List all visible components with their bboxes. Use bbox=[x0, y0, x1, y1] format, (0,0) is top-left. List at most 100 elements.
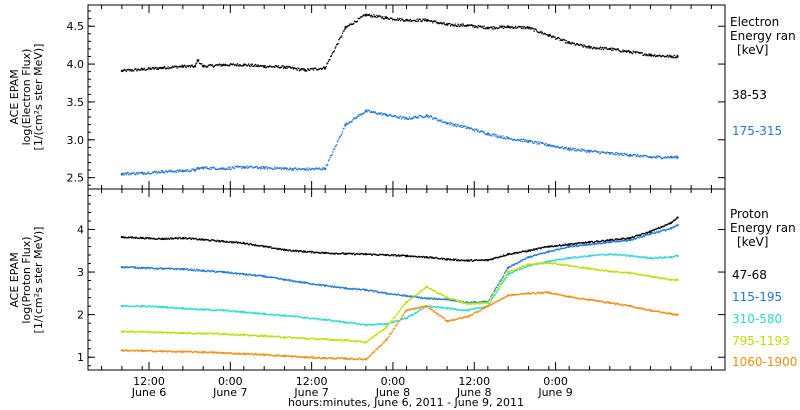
electron-trace-dot bbox=[391, 17, 393, 19]
electron-trace-dot bbox=[298, 168, 300, 170]
proton-trace-dot bbox=[560, 245, 562, 247]
proton-trace-dot bbox=[359, 289, 362, 291]
electron-trace-dot bbox=[455, 125, 458, 128]
proton-trace-dot bbox=[488, 258, 491, 261]
proton-trace-dot bbox=[253, 244, 256, 247]
proton-trace-dot bbox=[473, 301, 476, 303]
electron-trace-dot bbox=[470, 24, 473, 26]
proton-trace-dot bbox=[326, 284, 328, 286]
electron-trace-dot bbox=[471, 128, 473, 130]
electron-trace-dot bbox=[510, 26, 512, 28]
proton-trace-dot bbox=[594, 254, 596, 256]
proton-trace-dot bbox=[423, 256, 425, 258]
proton-trace-dot bbox=[633, 272, 635, 275]
proton-trace-dot bbox=[148, 350, 150, 352]
proton-trace-dot bbox=[178, 307, 180, 309]
electron-trace-dot bbox=[646, 53, 648, 55]
proton-trace-dot bbox=[514, 269, 516, 271]
electron-trace-dot bbox=[653, 54, 655, 57]
proton-trace-dot bbox=[622, 272, 624, 274]
proton-trace-dot bbox=[494, 288, 497, 290]
electron-trace-dot bbox=[320, 67, 322, 70]
electron-trace-dot bbox=[636, 155, 638, 157]
proton-trace-dot bbox=[297, 281, 300, 284]
electron-trace-dot bbox=[339, 135, 341, 138]
proton-trace-dot bbox=[342, 340, 344, 342]
electron-trace-dot bbox=[537, 141, 539, 143]
electron-trace-dot bbox=[631, 52, 634, 55]
electron-trace-dot bbox=[606, 151, 608, 153]
electron-trace-dot bbox=[372, 16, 374, 18]
proton-trace-dot bbox=[197, 270, 199, 272]
electron-trace-dot bbox=[229, 64, 231, 66]
proton-trace-dot bbox=[308, 317, 310, 319]
proton-trace-dot bbox=[146, 266, 148, 269]
electron-trace-dot bbox=[649, 54, 651, 57]
proton-trace-dot bbox=[268, 246, 270, 249]
proton-trace-dot bbox=[311, 337, 313, 340]
proton-trace-dot bbox=[247, 335, 249, 337]
electron-trace-dot bbox=[434, 116, 436, 119]
electron-trace-dot bbox=[445, 123, 447, 125]
electron-trace-dot bbox=[490, 135, 492, 137]
proton-trace-dot bbox=[268, 313, 270, 316]
proton-trace-dot bbox=[282, 248, 284, 251]
proton-trace-dot bbox=[214, 240, 216, 242]
electron-trace-dot bbox=[515, 139, 517, 141]
proton-trace-dot bbox=[255, 245, 257, 247]
proton-trace-dot bbox=[469, 259, 471, 261]
proton-trace-dot bbox=[231, 272, 233, 274]
electron-trace-dot bbox=[462, 23, 464, 25]
proton-trace-dot bbox=[127, 305, 129, 307]
electron-trace-dot bbox=[552, 35, 554, 37]
proton-trace-dot bbox=[212, 333, 215, 335]
proton-trace-dot bbox=[339, 339, 341, 341]
proton-trace-dot bbox=[382, 329, 385, 331]
proton-trace-dot bbox=[215, 309, 217, 312]
electron-trace-dot bbox=[374, 15, 377, 18]
proton-trace-dot bbox=[598, 269, 600, 271]
proton-trace-dot bbox=[199, 333, 201, 335]
proton-trace-dot bbox=[636, 273, 638, 275]
proton-trace-dot bbox=[459, 260, 462, 262]
electron-trace-dot bbox=[394, 115, 397, 117]
proton-trace-dot bbox=[189, 237, 191, 239]
electron-trace-dot bbox=[317, 168, 319, 170]
electron-trace-dot bbox=[668, 55, 670, 57]
proton-trace-dot bbox=[281, 314, 283, 316]
proton-trace-dot bbox=[148, 331, 150, 333]
proton-trace-dot bbox=[332, 339, 335, 341]
electron-trace-dot bbox=[242, 167, 245, 169]
electron-trace-dot bbox=[174, 65, 177, 68]
electron-trace-dot bbox=[482, 130, 484, 133]
proton-trace-dot bbox=[152, 351, 154, 353]
proton-trace-dot bbox=[625, 255, 627, 257]
electron-trace-dot bbox=[563, 39, 565, 41]
proton-trace-dot bbox=[240, 242, 242, 245]
electron-trace-dot bbox=[427, 115, 429, 117]
proton-trace-dot bbox=[130, 330, 133, 333]
proton-trace-dot bbox=[271, 313, 273, 315]
electron-point bbox=[196, 167, 199, 170]
proton-trace-dot bbox=[441, 306, 443, 308]
electron-trace-dot bbox=[325, 164, 327, 167]
proton-trace-dot bbox=[265, 246, 267, 248]
electron-trace-dot bbox=[255, 65, 257, 68]
proton-trace-dot bbox=[466, 260, 468, 262]
electron-trace-dot bbox=[362, 113, 364, 115]
proton-trace-dot bbox=[435, 256, 437, 259]
proton-trace-dot bbox=[267, 245, 269, 248]
proton-trace-dot bbox=[162, 350, 164, 352]
proton-trace-dot bbox=[238, 272, 240, 275]
proton-trace-dot bbox=[597, 254, 599, 256]
proton-trace-dot bbox=[428, 257, 430, 259]
proton-trace-dot bbox=[304, 251, 306, 253]
proton-trace-dot bbox=[211, 239, 213, 241]
electron-trace-dot bbox=[254, 166, 257, 168]
proton-trace-dot bbox=[205, 270, 207, 273]
electron-trace-dot bbox=[517, 140, 520, 142]
proton-trace-dot bbox=[417, 255, 420, 257]
electron-trace-dot bbox=[509, 27, 511, 29]
electron-trace-dot bbox=[648, 53, 650, 55]
proton-trace-dot bbox=[649, 275, 651, 278]
